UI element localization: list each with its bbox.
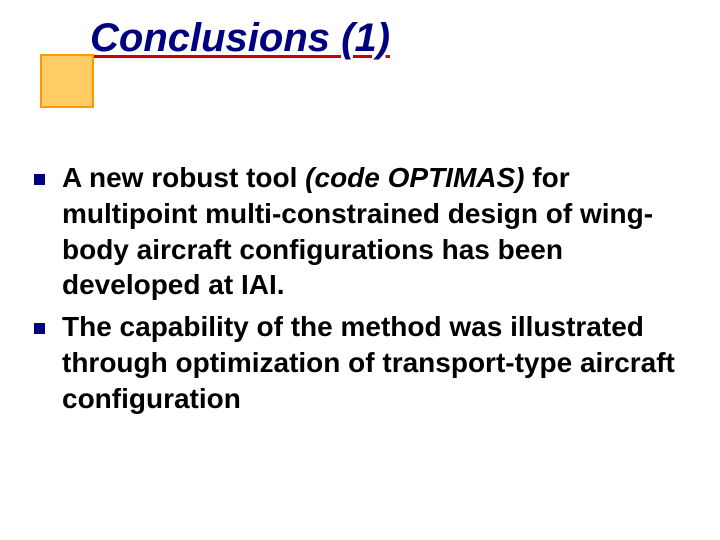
slide: Conclusions (1) A new robust tool (code … [0, 0, 720, 540]
accent-square [40, 54, 94, 108]
square-bullet-icon [34, 323, 45, 334]
text-run: The capability of the method was illustr… [62, 311, 675, 414]
item-text: A new robust tool (code OPTIMAS) for mul… [62, 160, 700, 303]
emphasis-run: (code OPTIMAS) [305, 162, 524, 193]
title-area: Conclusions (1) [90, 16, 390, 60]
square-bullet-icon [34, 174, 45, 185]
list-item: A new robust tool (code OPTIMAS) for mul… [28, 160, 700, 303]
slide-title: Conclusions (1) [90, 16, 390, 60]
text-run: A new robust tool [62, 162, 305, 193]
body-text: A new robust tool (code OPTIMAS) for mul… [28, 160, 700, 423]
list-item: The capability of the method was illustr… [28, 309, 700, 416]
item-text: The capability of the method was illustr… [62, 309, 700, 416]
